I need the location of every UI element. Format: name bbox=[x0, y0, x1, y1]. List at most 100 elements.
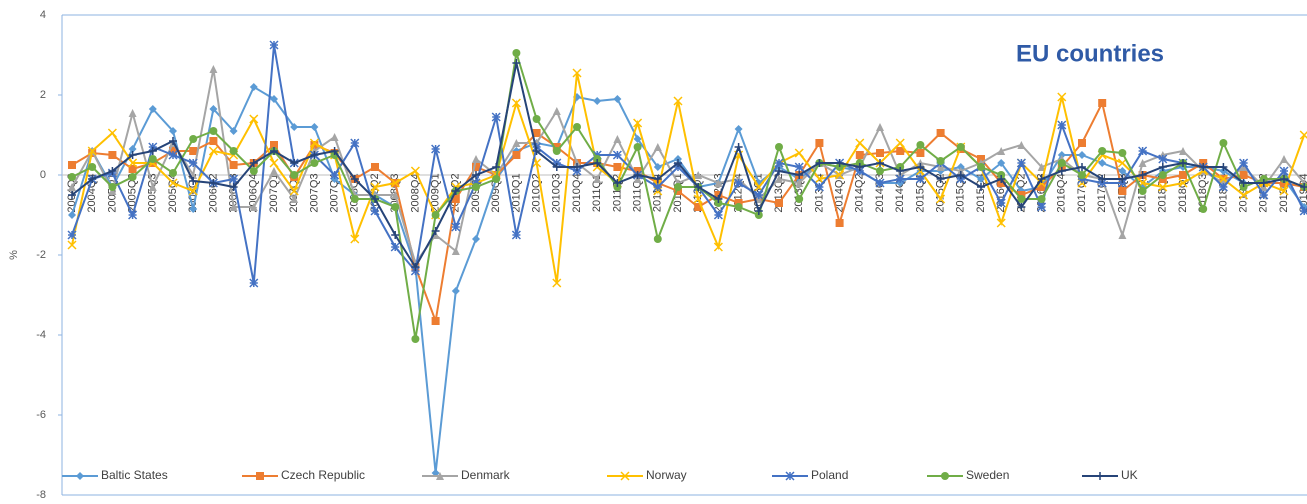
marker bbox=[128, 151, 137, 159]
marker bbox=[68, 183, 76, 191]
series-line bbox=[71, 72, 1306, 284]
legend-label: Poland bbox=[811, 468, 848, 482]
marker bbox=[270, 167, 278, 175]
marker bbox=[107, 128, 117, 138]
marker bbox=[451, 287, 460, 295]
marker bbox=[855, 138, 865, 148]
series-line bbox=[71, 52, 1305, 340]
marker bbox=[289, 186, 299, 196]
marker bbox=[68, 191, 76, 199]
legend-label: Sweden bbox=[966, 468, 1009, 482]
marker bbox=[1279, 186, 1289, 196]
marker bbox=[1078, 139, 1086, 147]
marker bbox=[189, 177, 198, 185]
marker bbox=[209, 179, 218, 187]
marker bbox=[612, 150, 622, 160]
marker bbox=[270, 95, 278, 103]
marker bbox=[633, 143, 642, 151]
marker bbox=[532, 115, 541, 123]
marker bbox=[1158, 154, 1168, 164]
marker bbox=[472, 163, 480, 171]
legend-label: UK bbox=[1121, 468, 1138, 482]
marker bbox=[290, 123, 299, 131]
legend-item: Norway bbox=[607, 468, 687, 482]
marker bbox=[88, 175, 97, 183]
marker bbox=[87, 146, 97, 156]
marker bbox=[633, 135, 642, 143]
marker bbox=[693, 194, 703, 204]
marker bbox=[552, 163, 561, 171]
marker bbox=[593, 97, 602, 105]
marker bbox=[1138, 159, 1147, 167]
marker bbox=[633, 171, 642, 179]
marker bbox=[390, 178, 400, 188]
legend-item: Poland bbox=[772, 468, 848, 482]
marker bbox=[532, 147, 541, 155]
marker bbox=[1017, 195, 1026, 203]
marker bbox=[249, 159, 258, 167]
marker bbox=[1098, 99, 1107, 107]
marker bbox=[309, 138, 319, 148]
marker bbox=[593, 175, 602, 183]
marker bbox=[1078, 171, 1086, 179]
x-tick-label: 2014Q2 bbox=[854, 173, 866, 212]
marker bbox=[674, 159, 682, 167]
marker bbox=[451, 247, 460, 255]
series-line bbox=[71, 62, 1305, 269]
marker bbox=[330, 133, 339, 141]
marker bbox=[734, 143, 743, 151]
marker bbox=[229, 127, 238, 135]
marker bbox=[330, 170, 340, 180]
marker bbox=[613, 179, 622, 187]
y-tick-label: -6 bbox=[36, 409, 46, 421]
x-tick-label: 2010Q3 bbox=[551, 173, 563, 212]
legend-label: Czech Republic bbox=[281, 468, 365, 482]
marker bbox=[168, 178, 178, 188]
y-tick-label: -4 bbox=[36, 329, 46, 341]
marker bbox=[997, 147, 1006, 155]
marker bbox=[512, 139, 521, 147]
marker bbox=[209, 105, 218, 113]
marker bbox=[1239, 158, 1249, 168]
marker bbox=[1158, 182, 1168, 192]
marker bbox=[896, 167, 905, 175]
marker bbox=[936, 157, 945, 165]
marker bbox=[169, 137, 177, 145]
marker bbox=[188, 158, 198, 168]
marker bbox=[936, 129, 945, 137]
marker bbox=[1098, 147, 1107, 155]
marker bbox=[209, 65, 218, 73]
marker bbox=[229, 161, 238, 169]
x-tick-label: 2010Q4 bbox=[571, 173, 583, 212]
marker bbox=[653, 182, 663, 192]
marker bbox=[148, 147, 157, 155]
marker bbox=[876, 159, 884, 167]
marker bbox=[472, 183, 480, 191]
x-tick-label: 2014Q1 bbox=[834, 173, 846, 212]
marker bbox=[310, 123, 319, 131]
legend-label: Denmark bbox=[461, 468, 511, 482]
marker bbox=[229, 203, 238, 211]
marker bbox=[620, 471, 630, 481]
marker bbox=[128, 145, 137, 153]
marker bbox=[249, 278, 259, 288]
marker bbox=[1078, 163, 1086, 171]
marker bbox=[593, 159, 602, 167]
marker bbox=[128, 109, 137, 117]
marker bbox=[68, 173, 76, 181]
marker bbox=[1219, 139, 1228, 147]
marker bbox=[1259, 190, 1269, 200]
marker bbox=[775, 199, 783, 207]
marker bbox=[1017, 141, 1026, 149]
marker bbox=[108, 183, 117, 191]
marker bbox=[815, 159, 824, 167]
marker bbox=[410, 166, 420, 176]
marker bbox=[1098, 159, 1107, 167]
x-tick-label: 2007Q1 bbox=[268, 173, 280, 212]
marker bbox=[1016, 158, 1026, 168]
marker bbox=[512, 49, 521, 57]
marker bbox=[1078, 151, 1086, 159]
marker bbox=[1138, 146, 1148, 156]
marker bbox=[1118, 149, 1127, 157]
marker bbox=[775, 175, 783, 183]
